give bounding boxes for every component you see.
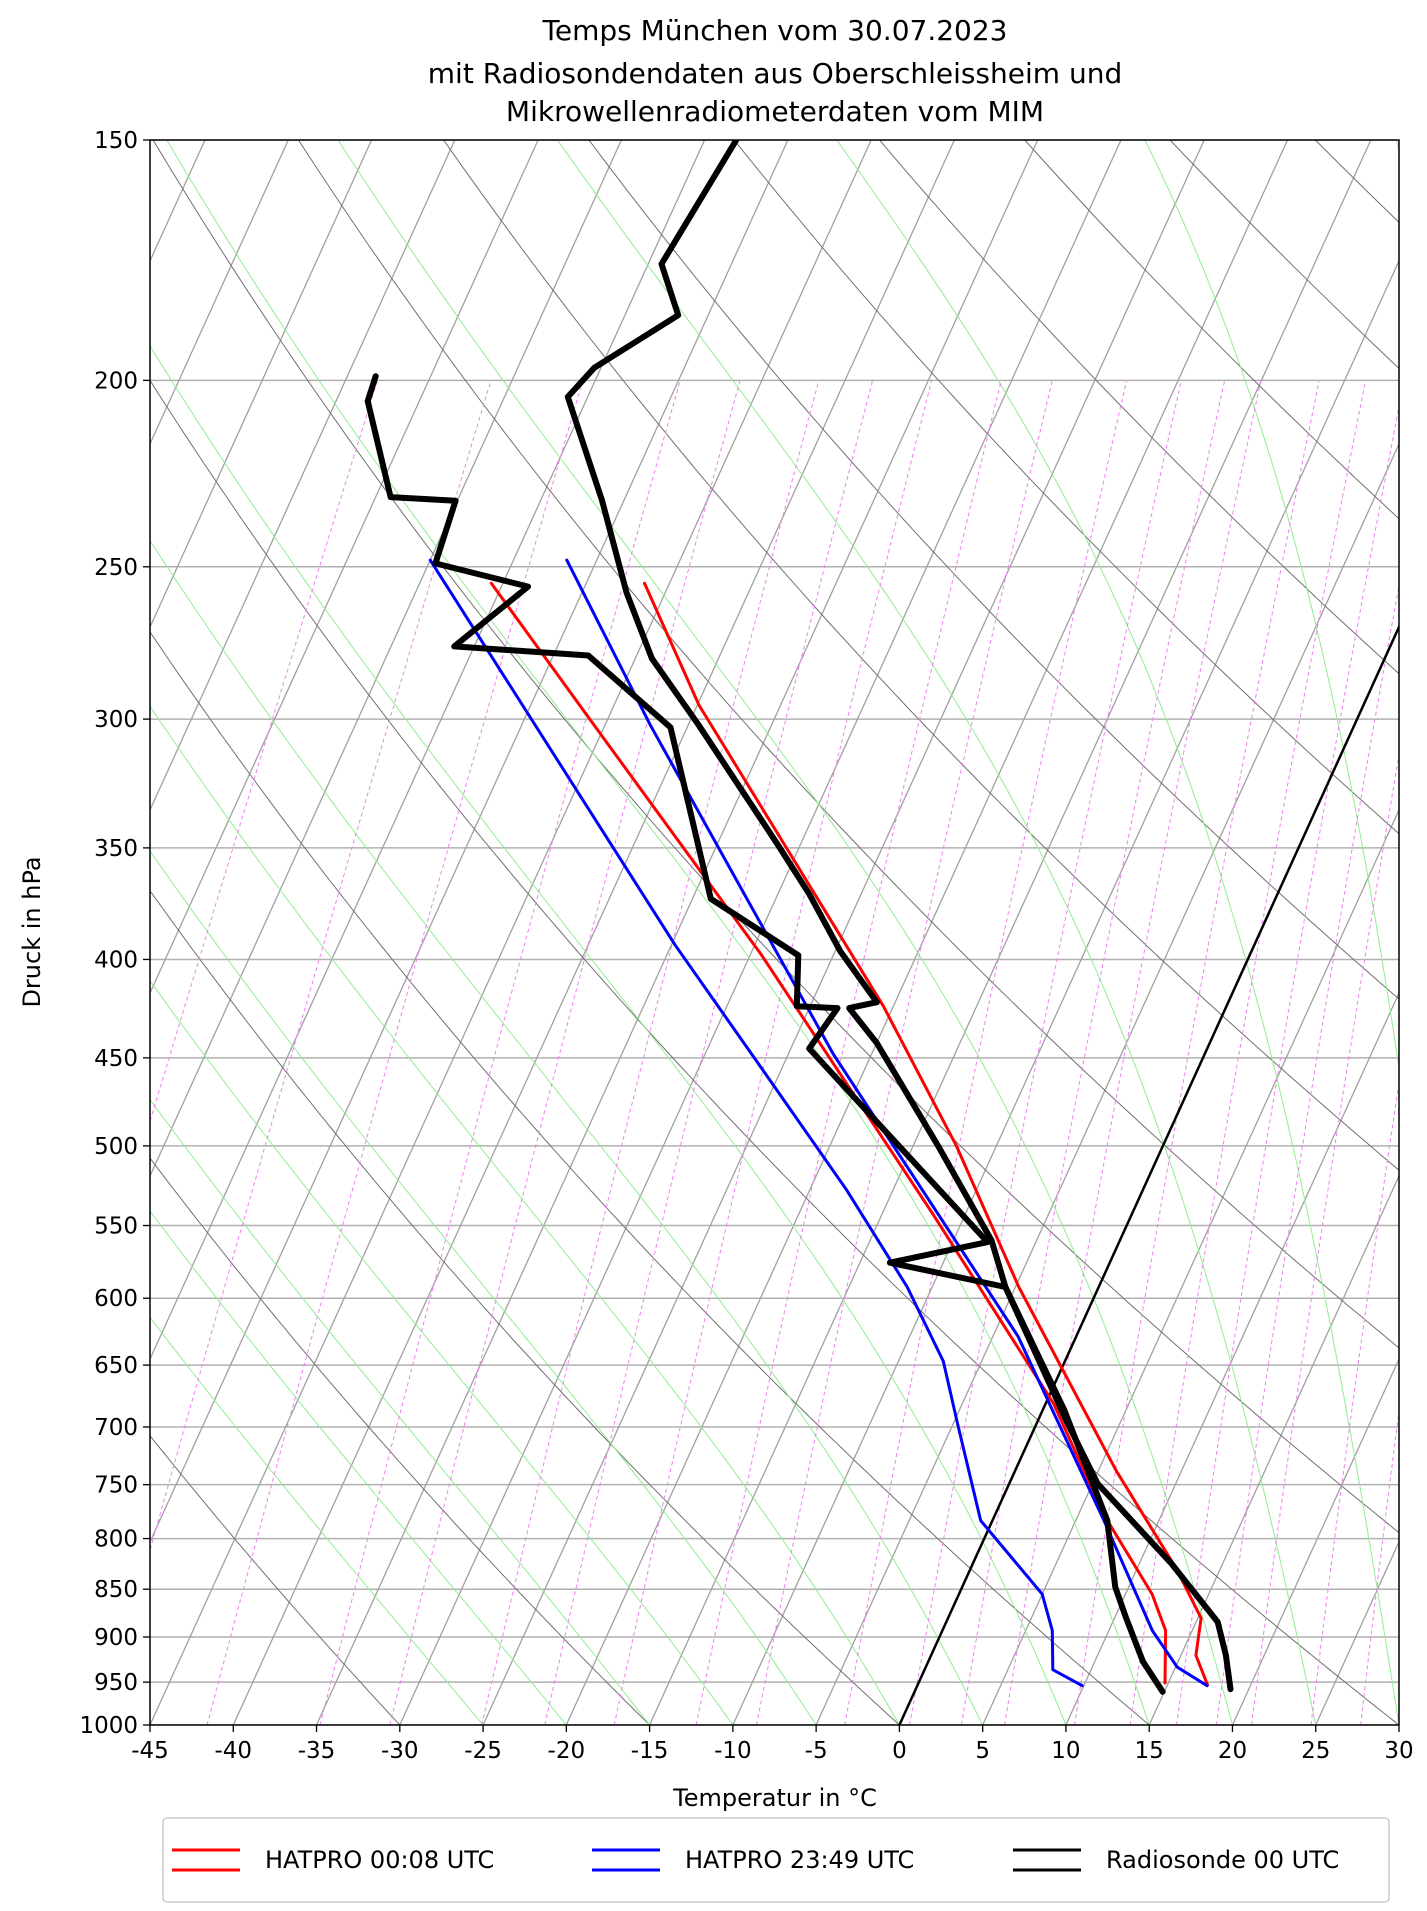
x-tick-label: 0	[892, 1738, 907, 1764]
moist-adiabat	[1145, 140, 1427, 1725]
x-tick-label: -20	[548, 1738, 586, 1764]
x-tick-label: 25	[1301, 1738, 1330, 1764]
mixing-ratio-line	[101, 380, 491, 1725]
isotherm	[566, 140, 1287, 1725]
isotherm	[1066, 140, 1427, 1725]
legend-label: HATPRO 23:49 UTC	[685, 1846, 914, 1874]
moist-adiabat	[167, 140, 1149, 1725]
dry-adiabat	[0, 140, 1149, 1725]
y-tick-label: 1000	[79, 1713, 138, 1739]
dry-adiabat	[1315, 140, 1427, 1725]
x-tick-label: -25	[464, 1738, 502, 1764]
mixing-ratio-line	[0, 380, 378, 1725]
y-tick-label: 600	[94, 1286, 138, 1312]
y-tick-label: 650	[94, 1353, 138, 1379]
dry-adiabat	[8, 140, 1399, 1725]
moist-adiabat	[1397, 140, 1427, 1725]
isotherm	[233, 140, 954, 1725]
background-lines	[0, 140, 1427, 1725]
mixing-ratio-line	[961, 380, 1224, 1725]
y-tick-label: 150	[94, 128, 138, 154]
x-tick-label: -30	[381, 1738, 419, 1764]
x-tick-label: -5	[805, 1738, 828, 1764]
moist-adiabat	[0, 140, 983, 1725]
mixing-ratio-line	[1177, 380, 1405, 1725]
mixing-ratio-line	[1217, 380, 1427, 1725]
mixing-ratio-line	[482, 380, 819, 1725]
mixing-ratio-line	[1311, 380, 1427, 1725]
legend-label: HATPRO 00:08 UTC	[265, 1846, 494, 1874]
mixing-ratio-line	[910, 380, 1182, 1725]
mixing-ratio-line	[1130, 380, 1366, 1725]
mixing-ratio-line	[1075, 380, 1320, 1725]
dry-adiabat	[1025, 140, 1427, 1725]
dewpoint-line	[430, 560, 1082, 1686]
y-axis-label: Druck in hPa	[18, 856, 46, 1007]
legend: HATPRO 00:08 UTC HATPRO 23:49 UTC Radioson…	[172, 1846, 1339, 1874]
y-tick-label: 800	[94, 1527, 138, 1553]
isotherm	[816, 140, 1427, 1725]
mixing-ratio-line	[757, 380, 1053, 1725]
x-tick-label: -35	[298, 1738, 336, 1764]
y-tick-label: 350	[94, 836, 138, 862]
y-tick-label: 550	[94, 1214, 138, 1240]
isotherm	[1233, 140, 1427, 1725]
moist-adiabat	[0, 140, 483, 1725]
mixing-ratio-line	[545, 380, 873, 1725]
y-tick-label: 200	[94, 368, 138, 394]
mixing-ratio-line	[845, 380, 1127, 1725]
y-tick-label: 300	[94, 707, 138, 733]
x-tick-label: 5	[975, 1738, 990, 1764]
y-tick-label: 950	[94, 1670, 138, 1696]
y-tick-label: 250	[94, 555, 138, 581]
moist-adiabat	[30, 140, 1066, 1725]
x-tick-label: 10	[1051, 1738, 1080, 1764]
y-tick-label: 850	[94, 1577, 138, 1603]
chart-title: Temps München vom 30.07.2023	[542, 14, 1008, 47]
x-tick-label: -15	[631, 1738, 669, 1764]
y-tick-label: 400	[94, 947, 138, 973]
chart-title: mit Radiosondendaten aus Oberschleisshei…	[428, 57, 1122, 90]
y-tick-label: 750	[94, 1473, 138, 1499]
isotherm	[1399, 140, 1427, 1725]
legend-label: Radiosonde 00 UTC	[1106, 1846, 1339, 1874]
isotherm	[1149, 140, 1427, 1725]
y-tick-label: 500	[94, 1134, 138, 1160]
isotherm	[0, 140, 455, 1725]
chart-title: Mikrowellenradiometerdaten vom MIM	[506, 95, 1044, 128]
dry-adiabat	[1170, 140, 1427, 1725]
axes: 1502002503003504004505005506006507007508…	[79, 128, 1413, 1764]
x-tick-label: 20	[1218, 1738, 1247, 1764]
temperature-line	[568, 140, 1231, 1689]
moist-adiabat	[837, 140, 1399, 1725]
dry-adiabat	[880, 140, 1427, 1725]
x-tick-label: -45	[131, 1738, 169, 1764]
mixing-ratio-line	[1403, 380, 1427, 1725]
x-tick-label: -40	[214, 1738, 252, 1764]
y-tick-label: 450	[94, 1046, 138, 1072]
mixing-ratio-line	[1252, 380, 1427, 1725]
x-tick-label: -10	[714, 1738, 752, 1764]
isotherm	[67, 140, 788, 1725]
isotherm	[0, 140, 372, 1725]
mixing-ratio-line	[1361, 380, 1427, 1725]
isotherm	[1316, 140, 1427, 1725]
y-tick-label: 700	[94, 1415, 138, 1441]
x-tick-label: 30	[1384, 1738, 1413, 1764]
x-axis-label: Temperatur in °C	[672, 1784, 877, 1812]
moist-adiabat	[0, 140, 566, 1725]
dry-adiabat	[0, 140, 400, 1725]
y-tick-label: 900	[94, 1625, 138, 1651]
temperature-line	[645, 583, 1208, 1685]
x-tick-label: 15	[1135, 1738, 1164, 1764]
